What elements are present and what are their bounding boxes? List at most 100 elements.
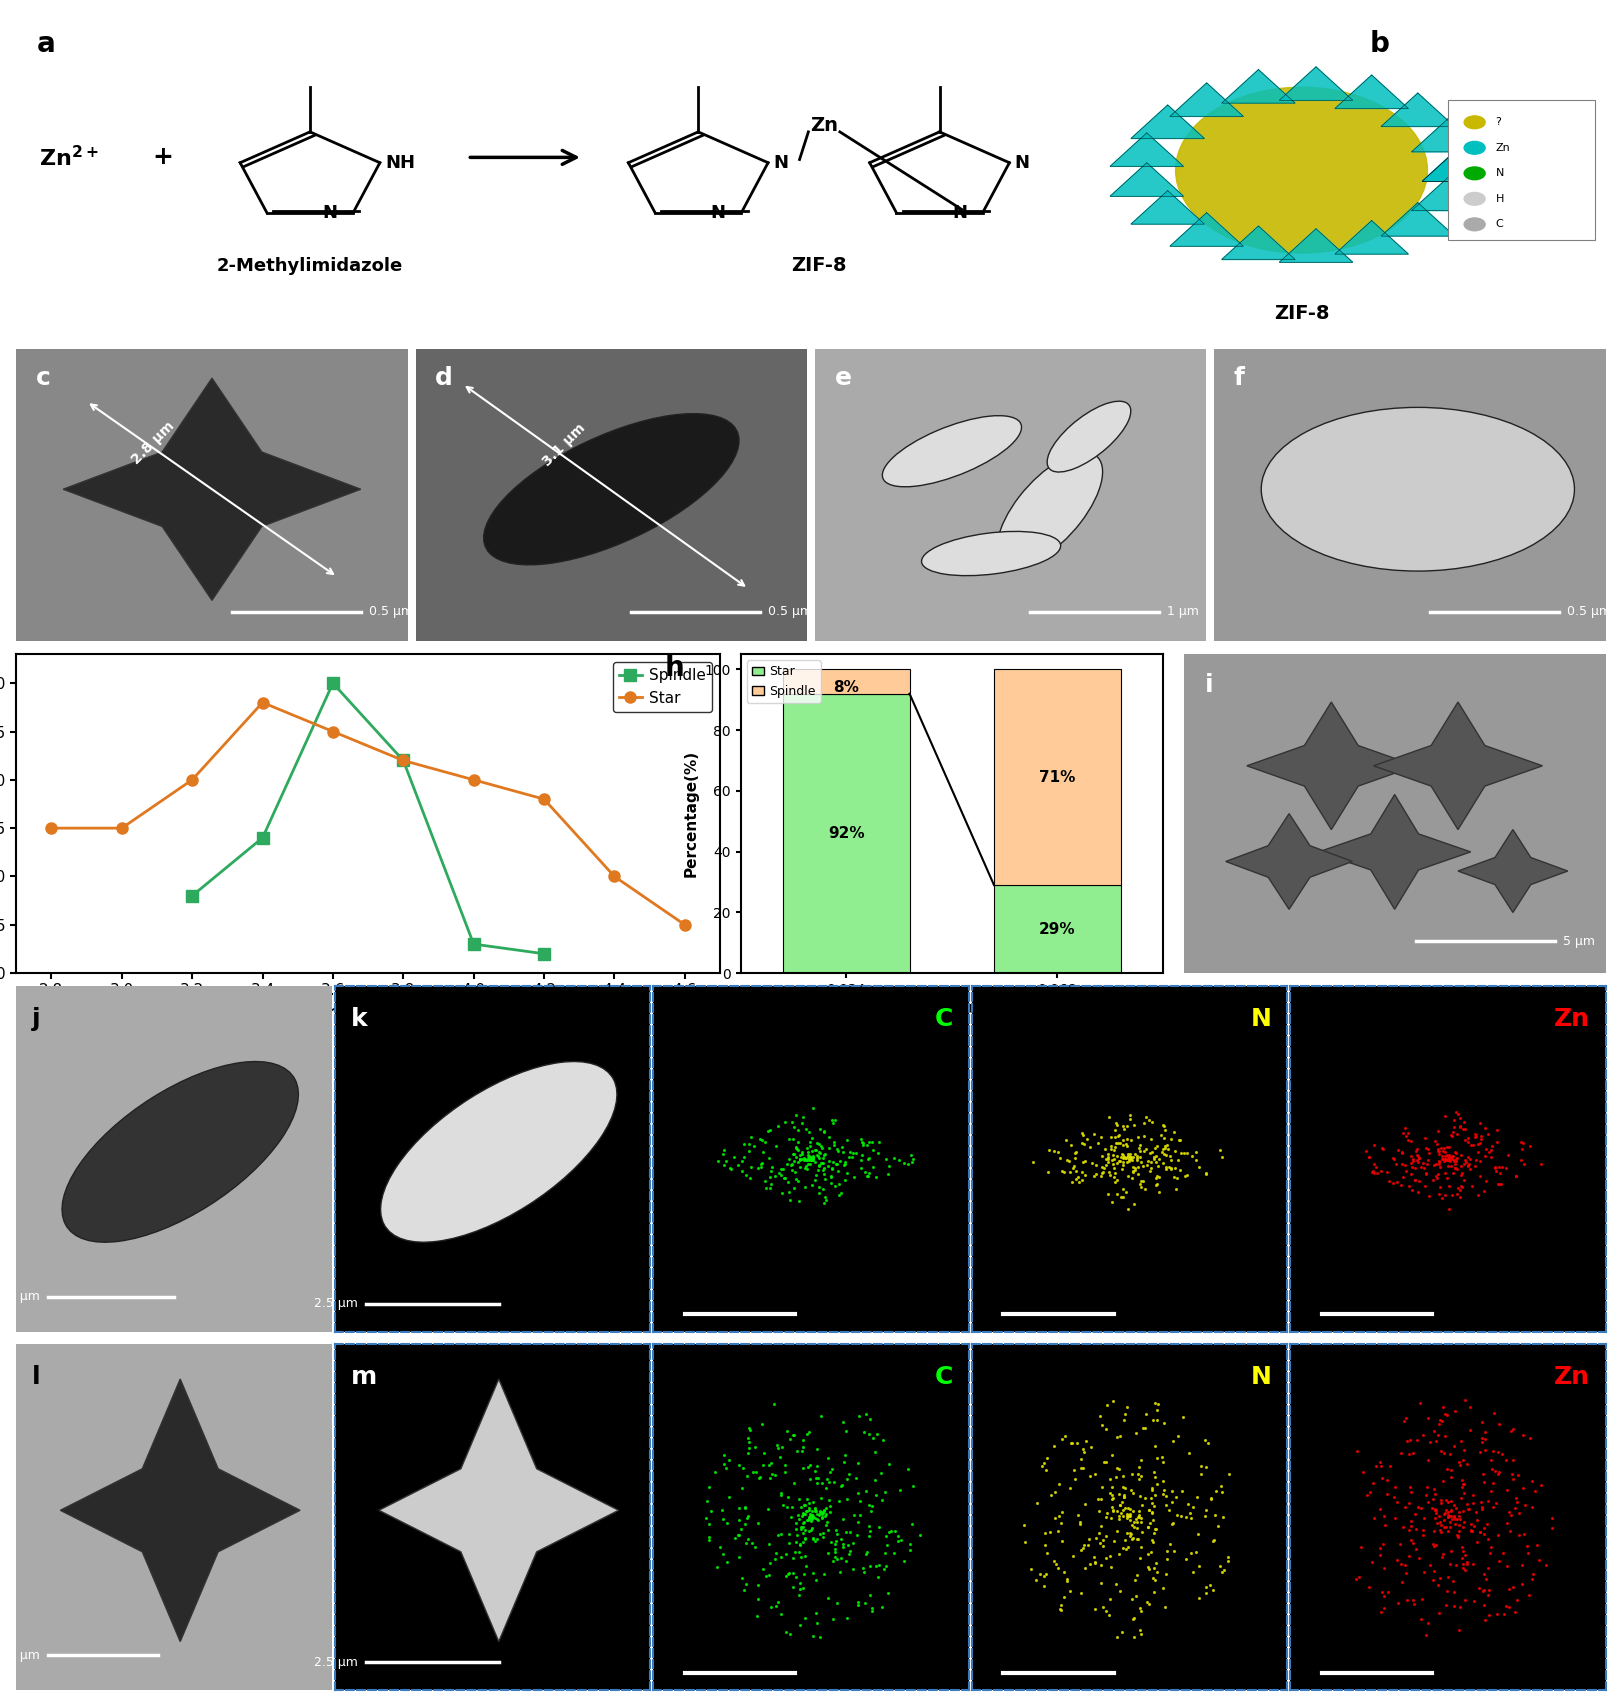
Text: c: c bbox=[36, 367, 50, 391]
Spindle bbox=[253, 828, 272, 848]
X-axis label: Zinc nitrate concentration (mol/L): Zinc nitrate concentration (mol/L) bbox=[832, 1002, 1071, 1016]
Text: Zn: Zn bbox=[1495, 143, 1510, 154]
X-axis label: Diameter (μm): Diameter (μm) bbox=[294, 1004, 443, 1022]
Text: C: C bbox=[1495, 218, 1504, 229]
Ellipse shape bbox=[1176, 87, 1427, 253]
Star bbox=[605, 865, 624, 886]
Ellipse shape bbox=[921, 531, 1061, 575]
Ellipse shape bbox=[1262, 408, 1575, 572]
Text: 0.5 μm: 0.5 μm bbox=[1559, 606, 1611, 618]
Circle shape bbox=[1465, 142, 1486, 154]
Polygon shape bbox=[1169, 84, 1244, 116]
Text: 29%: 29% bbox=[1040, 922, 1075, 937]
Text: ZIF-8: ZIF-8 bbox=[792, 256, 847, 275]
Text: 5 μm: 5 μm bbox=[1555, 935, 1594, 947]
Text: ZIF-8: ZIF-8 bbox=[1273, 304, 1330, 323]
Star bbox=[534, 789, 553, 809]
Text: Zn: Zn bbox=[809, 116, 839, 135]
Spindle bbox=[534, 944, 553, 964]
Text: N: N bbox=[1015, 154, 1030, 172]
Text: e: e bbox=[834, 367, 852, 391]
Polygon shape bbox=[1169, 213, 1244, 246]
Text: 1 μm: 1 μm bbox=[8, 1649, 47, 1663]
Polygon shape bbox=[1131, 106, 1205, 138]
Text: N: N bbox=[952, 203, 967, 222]
Ellipse shape bbox=[483, 413, 740, 565]
Spindle bbox=[182, 886, 201, 906]
Circle shape bbox=[1465, 218, 1486, 230]
Star bbox=[182, 770, 201, 790]
Legend: Spindle, Star: Spindle, Star bbox=[613, 662, 712, 712]
Star bbox=[464, 770, 483, 790]
Text: C: C bbox=[934, 1366, 954, 1389]
Polygon shape bbox=[1226, 814, 1353, 910]
Polygon shape bbox=[1109, 133, 1184, 166]
Polygon shape bbox=[1247, 702, 1416, 830]
Ellipse shape bbox=[1048, 401, 1131, 473]
Text: N: N bbox=[1251, 1366, 1272, 1389]
Polygon shape bbox=[1411, 118, 1486, 152]
Text: b: b bbox=[1369, 29, 1390, 58]
Polygon shape bbox=[1131, 191, 1205, 224]
Circle shape bbox=[1465, 193, 1486, 205]
Text: +: + bbox=[152, 145, 174, 169]
Text: 2.5 μm: 2.5 μm bbox=[315, 1656, 367, 1669]
Text: f: f bbox=[1234, 367, 1244, 391]
Ellipse shape bbox=[998, 452, 1103, 567]
Polygon shape bbox=[1380, 203, 1455, 236]
Text: j: j bbox=[32, 1007, 41, 1031]
Y-axis label: Percentage(%): Percentage(%) bbox=[684, 749, 699, 877]
Polygon shape bbox=[1380, 92, 1455, 126]
Spindle bbox=[323, 673, 342, 693]
Spindle bbox=[464, 934, 483, 954]
Bar bbox=[783, 669, 910, 693]
Text: m: m bbox=[350, 1366, 376, 1389]
Text: NH: NH bbox=[384, 154, 415, 172]
Text: 92%: 92% bbox=[827, 826, 865, 842]
Text: ?: ? bbox=[1495, 118, 1502, 128]
Polygon shape bbox=[1422, 149, 1495, 181]
Text: N: N bbox=[1495, 169, 1504, 178]
Polygon shape bbox=[1280, 229, 1353, 263]
Polygon shape bbox=[1319, 794, 1471, 910]
Text: Zn: Zn bbox=[1554, 1366, 1590, 1389]
Text: 2-Methylimidazole: 2-Methylimidazole bbox=[217, 256, 404, 275]
Text: N: N bbox=[774, 154, 788, 172]
Star bbox=[112, 818, 131, 838]
Circle shape bbox=[1465, 116, 1486, 128]
Polygon shape bbox=[1458, 830, 1568, 913]
Polygon shape bbox=[63, 379, 360, 601]
Text: 0.5 μm: 0.5 μm bbox=[761, 606, 813, 618]
Polygon shape bbox=[1280, 67, 1353, 101]
Legend: Star, Spindle: Star, Spindle bbox=[746, 661, 821, 703]
Text: i: i bbox=[1205, 673, 1213, 698]
Polygon shape bbox=[1411, 178, 1486, 210]
Text: 1 μm: 1 μm bbox=[1160, 606, 1199, 618]
Text: 2 μm: 2 μm bbox=[8, 1290, 47, 1304]
Ellipse shape bbox=[381, 1062, 616, 1243]
Text: k: k bbox=[350, 1007, 367, 1031]
Line: Star: Star bbox=[45, 696, 691, 930]
Text: 2.5 μm: 2.5 μm bbox=[315, 1297, 367, 1311]
Bar bbox=[1448, 101, 1596, 241]
Star bbox=[394, 751, 414, 772]
Text: 2.8 μm: 2.8 μm bbox=[130, 418, 177, 466]
Text: d: d bbox=[435, 367, 453, 391]
Bar bbox=[994, 669, 1121, 884]
Polygon shape bbox=[1109, 162, 1184, 196]
Text: N: N bbox=[710, 203, 725, 222]
Text: N: N bbox=[323, 203, 337, 222]
Bar bbox=[783, 693, 910, 973]
Line: Spindle: Spindle bbox=[187, 678, 550, 959]
Star bbox=[675, 915, 694, 935]
Polygon shape bbox=[1374, 702, 1543, 830]
Text: $\mathbf{Zn^{2+}}$: $\mathbf{Zn^{2+}}$ bbox=[39, 145, 99, 171]
Ellipse shape bbox=[882, 417, 1022, 486]
Star bbox=[253, 693, 272, 714]
Polygon shape bbox=[60, 1379, 300, 1642]
Star bbox=[323, 722, 342, 743]
Text: 0.5 μm: 0.5 μm bbox=[360, 606, 412, 618]
Text: C: C bbox=[934, 1007, 954, 1031]
Text: 3.1 μm: 3.1 μm bbox=[540, 422, 589, 469]
Text: l: l bbox=[32, 1366, 41, 1389]
